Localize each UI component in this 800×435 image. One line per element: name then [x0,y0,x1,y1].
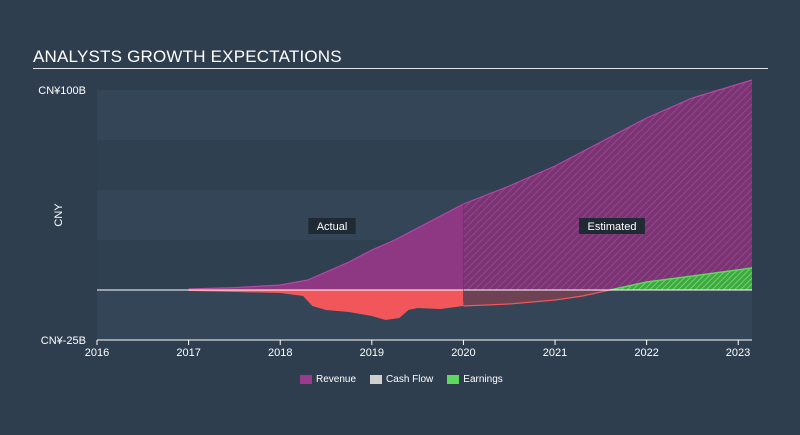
svg-text:Actual: Actual [317,221,348,233]
legend-item-cash-flow[interactable]: Cash Flow [370,374,433,385]
x-tick-label: 2021 [543,347,567,359]
x-tick-label: 2019 [360,347,384,359]
svg-text:Estimated: Estimated [588,221,637,233]
annotation-actual: Actual [308,218,356,234]
cash-flow-area-estimated [463,290,611,306]
x-tick-label: 2022 [634,347,658,359]
earnings-line [609,267,753,291]
cash-flow-line [463,289,611,307]
cash-flow-swatch-icon [370,375,383,384]
y-tick-bottom: CN¥-25B [41,335,86,347]
x-tick-label: 2017 [176,347,200,359]
revenue-area-actual [188,204,464,290]
legend-item-earnings[interactable]: Earnings [447,374,503,385]
x-tick-label: 2023 [726,347,750,359]
legend-label-earnings: Earnings [463,374,503,385]
legend-item-revenue[interactable]: Revenue [300,374,356,385]
x-tick-label: 2018 [268,347,292,359]
annotation-estimated: Estimated [579,218,645,234]
revenue-area-estimated [463,80,752,290]
cash-flow-area-actual [188,290,464,320]
revenue-swatch-icon [300,375,312,384]
legend-label-revenue: Revenue [316,374,357,385]
legend-label-cash-flow: Cash Flow [386,374,434,385]
title-divider [33,68,768,69]
chart-title: ANALYSTS GROWTH EXPECTATIONS [33,47,342,66]
x-tick-label: 2016 [85,347,109,359]
y-tick-top: CN¥100B [38,85,86,97]
earnings-swatch-icon [447,375,460,384]
revenue-line [188,79,753,290]
y-axis-label: CNY [53,203,65,227]
x-tick-label: 2020 [451,347,475,359]
chart-legend: Revenue Cash Flow Earnings [300,374,503,385]
